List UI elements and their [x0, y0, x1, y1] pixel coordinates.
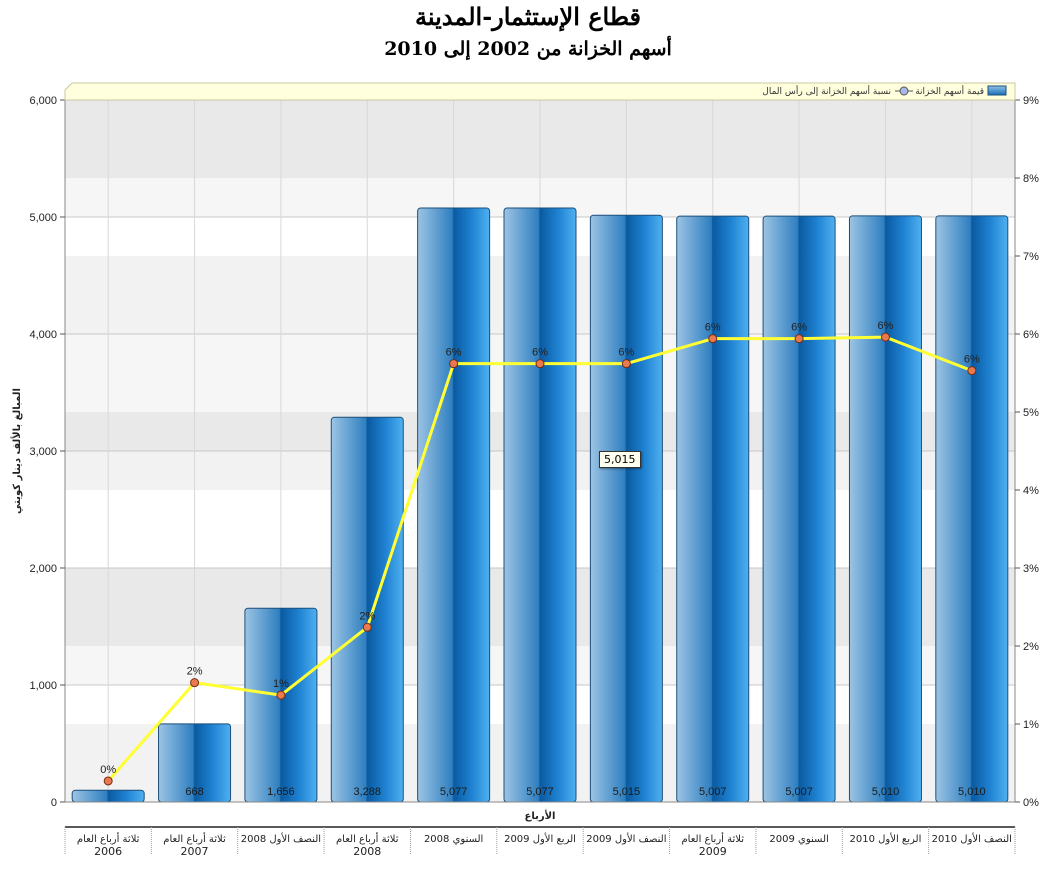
y-tick-label: 6,000 — [29, 95, 57, 107]
y2-tick-label: 3% — [1023, 563, 1039, 575]
ratio-point — [535, 359, 545, 369]
bar — [417, 207, 491, 803]
y-axis-title: المبالغ بالألف دينار كويتي — [10, 388, 23, 514]
ratio-label: 6% — [964, 354, 980, 366]
bar-value-label: 5,007 — [785, 786, 813, 798]
category-label: 2008 — [353, 845, 381, 858]
chart-subtitle: أسهم الخزانة من 2002 إلى 2010 — [384, 38, 672, 60]
category-label: ثلاثة أرباع العام — [336, 832, 399, 845]
category-label: الربع الأول 2010 — [850, 832, 922, 845]
y-tick-label: 3,000 — [29, 446, 57, 458]
ratio-label: 2% — [187, 666, 203, 678]
y2-tick-label: 4% — [1023, 485, 1039, 497]
legend-background — [64, 82, 1016, 101]
y2-tick-label: 1% — [1023, 719, 1039, 731]
category-label: 2006 — [94, 845, 122, 858]
y2-tick-label: 5% — [1023, 407, 1039, 419]
ratio-point — [449, 359, 459, 369]
ratio-point — [190, 678, 200, 688]
category-label: النصف الأول 2008 — [241, 832, 321, 845]
ratio-label: 6% — [532, 347, 548, 359]
y-tick-label: 4,000 — [29, 329, 57, 341]
category-label: ثلاثة أرباع العام — [163, 832, 226, 845]
bar-value-label: 5,077 — [526, 786, 554, 798]
bar — [244, 607, 318, 803]
ratio-point — [708, 334, 718, 344]
bar-value-label: 1,656 — [267, 786, 295, 798]
category-label: ثلاثة أرباع العام — [681, 832, 744, 845]
legend-bar-label: قيمة أسهم الخزانة — [915, 85, 984, 97]
bar — [71, 789, 145, 803]
bar — [762, 215, 836, 803]
bar-value-label: 5,007 — [699, 786, 727, 798]
category-label: 2009 — [699, 845, 727, 858]
bar-value-label: 668 — [185, 786, 203, 798]
chart-title: قطاع الإستثمار-المدينة — [414, 2, 642, 31]
ratio-label: 0% — [100, 764, 116, 776]
category-label: السنوي 2008 — [424, 834, 483, 845]
category-label: النصف الأول 2009 — [586, 832, 666, 845]
ratio-label: 1% — [273, 678, 289, 690]
y-tick-label: 1,000 — [29, 680, 57, 692]
bar-value-label: 5,015 — [613, 786, 641, 798]
category-label: 2007 — [181, 845, 209, 858]
ratio-label: 6% — [446, 347, 462, 359]
bar-value-label: 5,010 — [958, 786, 986, 798]
y-tick-label: 2,000 — [29, 563, 57, 575]
category-label: النصف الأول 2010 — [932, 832, 1012, 845]
x-axis-title: الأرباع — [525, 809, 556, 822]
y2-tick-label: 6% — [1023, 329, 1039, 341]
y2-tick-label: 0% — [1023, 797, 1039, 809]
ratio-label: 6% — [878, 320, 894, 332]
legend: قيمة أسهم الخزانة نسبة أسهم الخزانة إلى ر… — [64, 82, 1016, 101]
bar — [589, 214, 663, 803]
axes-layer: 0 1,000 2,000 3,000 4,000 5,000 6,000 0% 1% 2% 3% 4… — [10, 95, 1039, 858]
bar-value-label: 5,077 — [440, 786, 468, 798]
legend-bar-swatch — [987, 85, 1007, 96]
ratio-label: 2% — [359, 610, 375, 622]
bar — [848, 215, 922, 803]
ratio-point — [967, 366, 977, 376]
category-label: الربع الأول 2009 — [504, 832, 576, 845]
legend-line-label: نسبة أسهم الخزانة إلى رأس المال — [762, 85, 891, 97]
ratio-label: 6% — [618, 347, 634, 359]
y-tick-label: 0 — [51, 797, 57, 809]
bar-value-label: 5,010 — [872, 786, 900, 798]
y-tick-label: 5,000 — [29, 212, 57, 224]
value-tooltip: 5,015 — [599, 451, 641, 468]
y2-tick-label: 2% — [1023, 641, 1039, 653]
bar — [676, 215, 750, 803]
y2-tick-label: 8% — [1023, 173, 1039, 185]
bar — [935, 215, 1009, 803]
ratio-point — [362, 622, 372, 632]
legend-line-marker — [899, 86, 909, 96]
y2-tick-label: 9% — [1023, 95, 1039, 107]
bar — [503, 207, 577, 803]
y2-tick-label: 7% — [1023, 251, 1039, 263]
ratio-point — [794, 334, 804, 344]
bar-value-label: 3,288 — [354, 786, 382, 798]
ratio-label: 6% — [705, 322, 721, 334]
ratio-point — [276, 690, 286, 700]
ratio-line-layer: 0% 2% 1% 2% 6% 6% 6% 6% 6% 6% 6% — [100, 320, 980, 786]
category-label: السنوي 2009 — [769, 834, 828, 845]
ratio-point — [103, 776, 113, 786]
ratio-point — [880, 332, 890, 342]
ratio-label: 6% — [791, 322, 807, 334]
category-label: ثلاثة أرباع العام — [77, 832, 140, 845]
ratio-point — [621, 359, 631, 369]
